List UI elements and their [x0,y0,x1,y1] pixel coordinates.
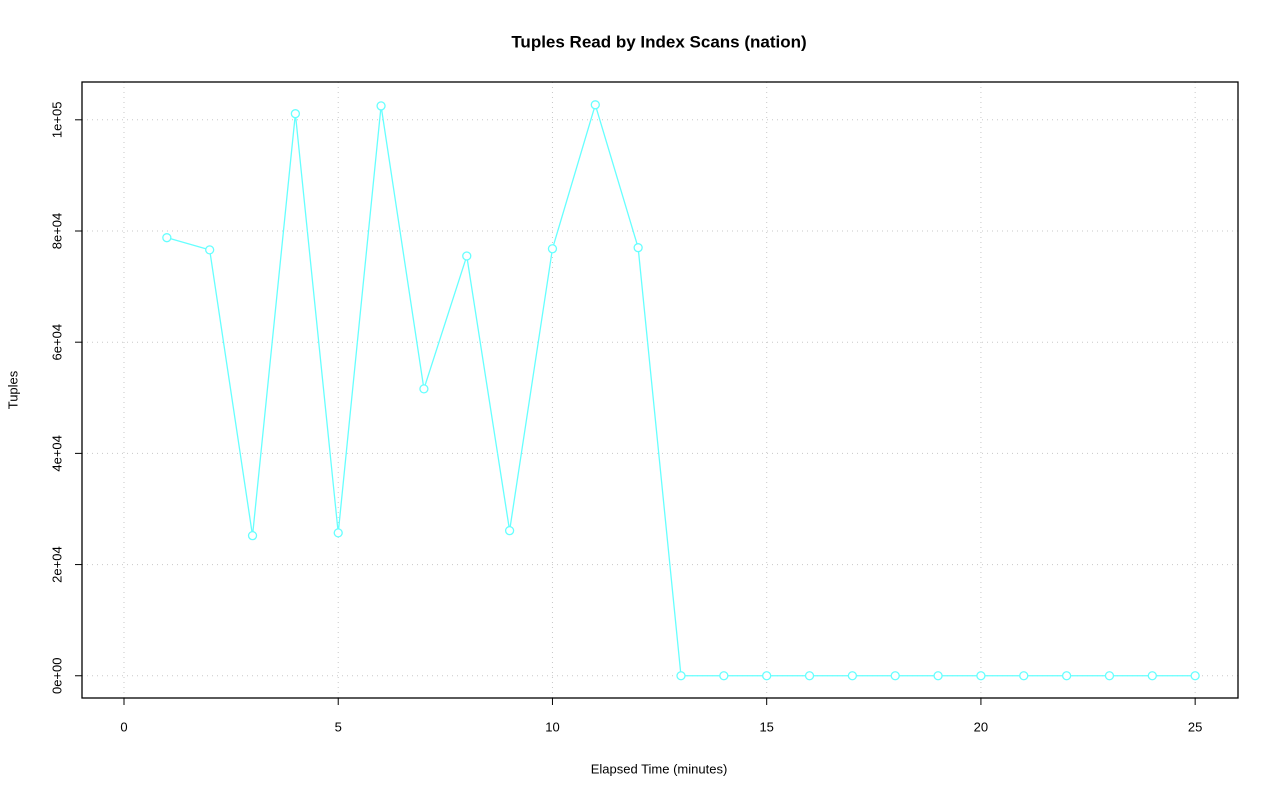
data-point [205,245,215,255]
data-point [504,526,515,536]
data-point [590,100,600,110]
y-tick-label: 2e+04 [49,546,64,583]
y-tick-label: 4e+04 [49,435,64,472]
data-point [1147,671,1157,681]
data-point [676,671,686,681]
x-tick-label: 10 [545,719,559,734]
data-point [376,101,386,111]
data-point [1019,671,1029,681]
plot-frame [81,81,1239,699]
x-tick-label: 0 [120,719,127,734]
data-point [462,251,472,261]
x-axis-label: Elapsed Time (minutes) [591,761,728,776]
data-point [762,671,772,681]
y-axis-label: Tuples [5,370,20,409]
data-point [1190,671,1200,681]
data-point [1104,671,1115,681]
y-tick-label: 8e+04 [49,213,64,250]
data-point [804,671,815,681]
x-tick-label: 15 [759,719,773,734]
y-tick-label: 0e+00 [49,658,64,695]
data-point [976,671,986,681]
data-point [719,671,729,681]
data-point [290,109,301,119]
data-point [419,384,429,394]
x-tick-label: 5 [335,719,342,734]
x-tick-label: 25 [1188,719,1202,734]
data-point [933,671,943,681]
data-point [847,671,858,681]
data-point [633,243,643,253]
data-point [890,671,900,681]
x-tick-label: 20 [974,719,988,734]
chart-title: Tuples Read by Index Scans (nation) [511,32,806,51]
data-point [1061,671,1072,681]
plot [162,100,1200,681]
data-point [333,528,343,538]
y-tick-label: 1e+05 [49,102,64,139]
y-tick-label: 6e+04 [49,324,64,361]
data-point [247,531,258,541]
data-point [162,233,172,243]
data-point [547,244,558,254]
